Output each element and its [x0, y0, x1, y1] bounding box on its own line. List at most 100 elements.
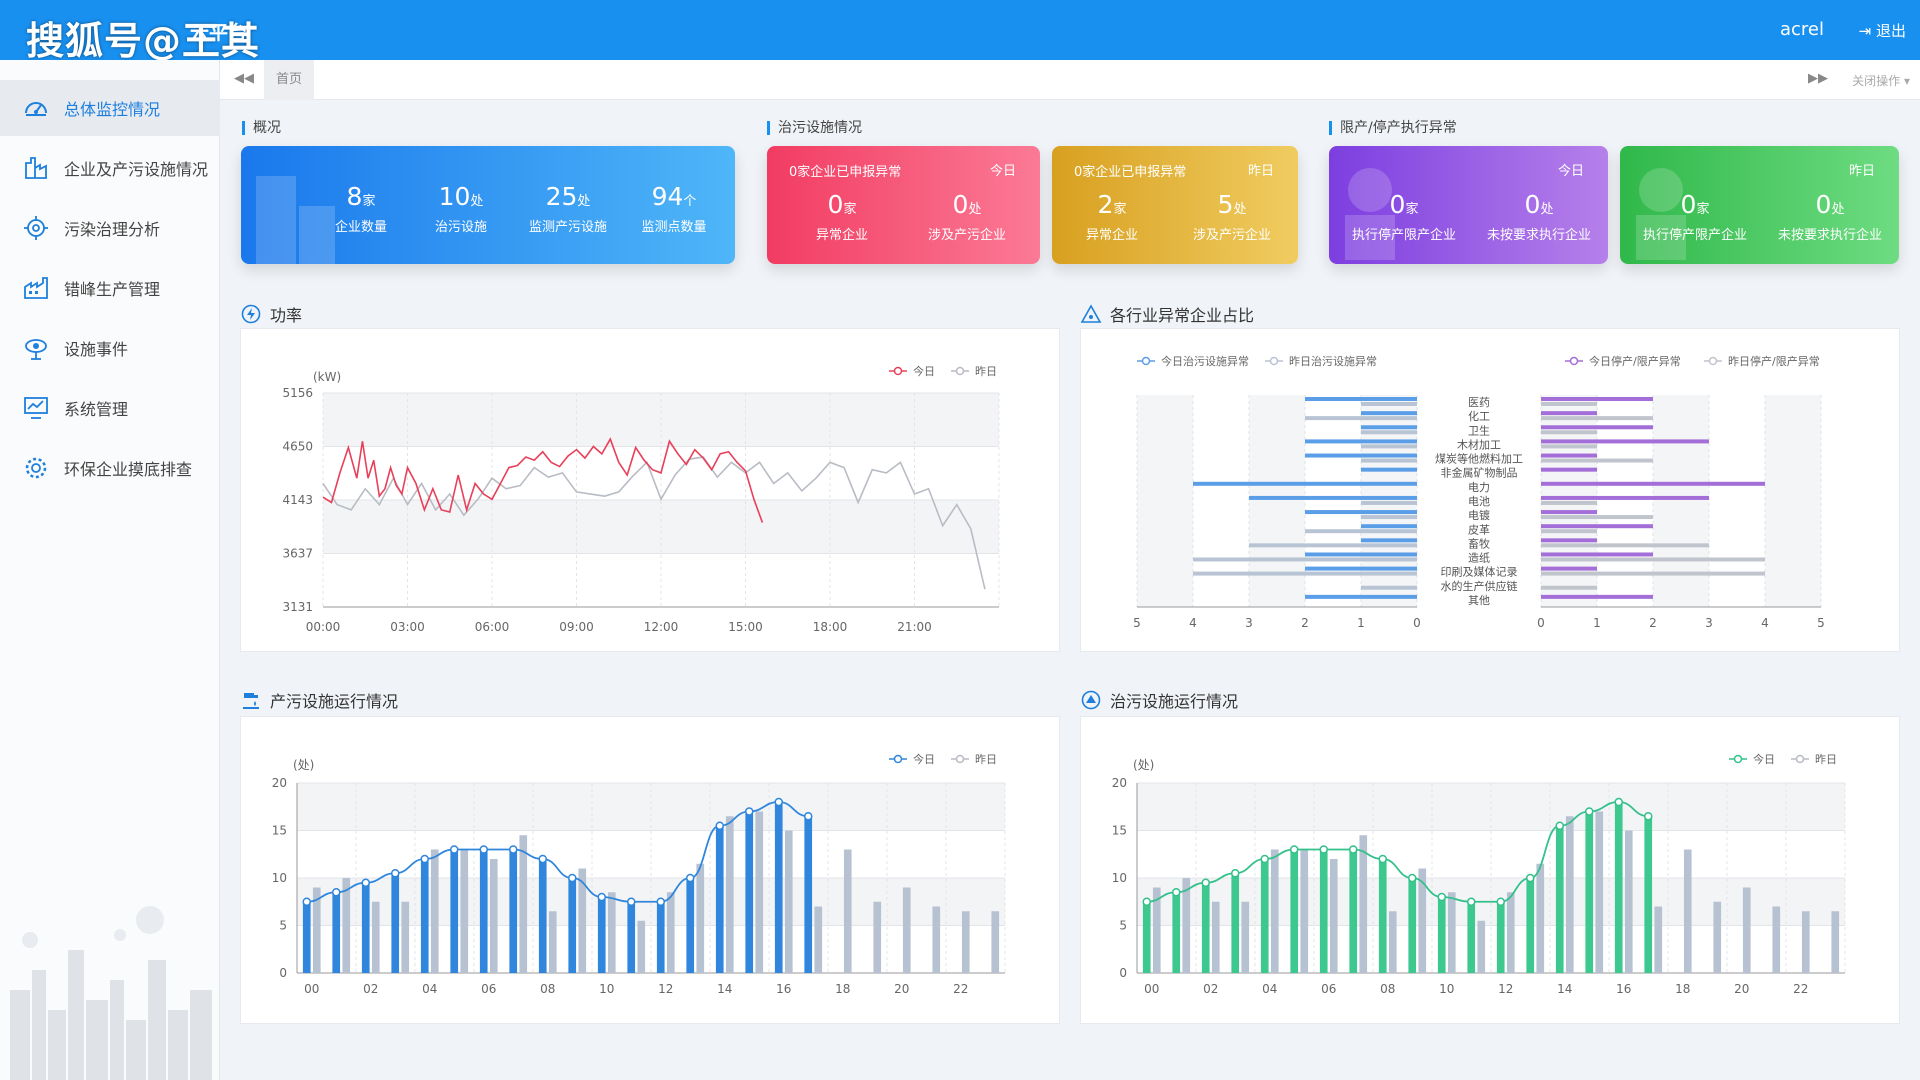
bar-yesterday	[401, 901, 410, 973]
bar	[1541, 538, 1597, 543]
stat-treatment-facilities: 10处 治污设施	[411, 182, 511, 235]
tab-home[interactable]: 首页	[264, 60, 315, 100]
restrict-today-card[interactable]: 今日 0家 执行停产限产企业 0处 未按要求执行企业	[1329, 146, 1608, 264]
trend-point	[1555, 821, 1564, 830]
bar-today	[538, 859, 547, 973]
treatment-yesterday-card[interactable]: 0家企业已申报异常 昨日 2家 异常企业 5处 涉及产污企业	[1052, 146, 1298, 264]
bar	[1541, 510, 1597, 515]
stat-caption: 监测点数量	[641, 220, 707, 235]
card-date: 昨日	[1247, 164, 1274, 179]
bar-today	[1644, 816, 1653, 973]
y-tick-label: 20	[1112, 776, 1127, 790]
stat-unit: 家	[843, 202, 857, 217]
stat-unit: 处	[1233, 202, 1247, 217]
sidebar-item-pollution[interactable]: 污染治理分析	[0, 200, 220, 256]
user-name[interactable]: acrel	[1779, 19, 1824, 40]
bar-today	[1555, 825, 1564, 973]
bar-yesterday	[1152, 887, 1161, 973]
bar-today	[302, 901, 311, 973]
bar-today	[420, 859, 429, 973]
sidebar-item-system[interactable]: 系统管理	[0, 380, 220, 436]
x-tick-label: 09:00	[559, 620, 594, 634]
bar-today	[391, 873, 400, 973]
y-tick-label: 4650	[282, 440, 313, 454]
stat-unit: 处	[1831, 202, 1845, 217]
dashboard-icon	[22, 94, 50, 122]
forward-icon[interactable]: ▶▶	[1808, 71, 1828, 86]
sidebar-item-events[interactable]: 设施事件	[0, 320, 220, 376]
section-restrict-label: 限产/停产执行异常	[1329, 121, 1457, 135]
x-tick-label: 04	[422, 982, 437, 996]
trend-point	[331, 888, 341, 897]
bar-yesterday	[814, 906, 823, 973]
x-tick-label: 06	[481, 982, 496, 996]
bar-yesterday	[637, 920, 646, 973]
bar-yesterday	[312, 887, 321, 973]
logout-button[interactable]: ⇥ 退出	[1859, 20, 1906, 41]
y-tick-label: 20	[272, 776, 287, 790]
panel-title-text: 治污设施运行情况	[1110, 692, 1239, 711]
bar	[1361, 458, 1417, 463]
legend-label: 今日	[913, 752, 935, 766]
bar	[1541, 515, 1653, 520]
x-tick-label: 08	[540, 982, 555, 996]
bar-today	[479, 849, 488, 973]
y-tick-label: 5	[279, 919, 287, 933]
monitor-chart-icon	[22, 394, 50, 422]
treatment-run-bar-chart: 20 15 10 5 0 (处) 00 02 04 06 08 10 12 14 16 18 20 22 今日 昨日	[1112, 752, 1846, 996]
sidebar-item-label: 污染治理分析	[64, 220, 161, 239]
industry-chart-title: 各行业异常企业占比	[1080, 302, 1254, 326]
stat-unit: 处	[577, 194, 591, 209]
close-operations-dropdown[interactable]: 关闭操作 ▾	[1852, 74, 1910, 88]
bar-yesterday	[430, 849, 439, 973]
restrict-yesterday-card[interactable]: 昨日 0家 执行停产限产企业 0处 未按要求执行企业	[1620, 146, 1899, 264]
backward-icon[interactable]: ◀◀	[234, 71, 254, 86]
bar	[1361, 425, 1417, 430]
bar-today	[509, 849, 518, 973]
trend-point	[1378, 854, 1387, 864]
x-tick-label: 3	[1705, 616, 1713, 630]
bar	[1305, 510, 1417, 515]
bar-yesterday	[1683, 849, 1692, 973]
stat-caption: 未按要求执行企业	[1486, 228, 1591, 243]
treatment-today-card[interactable]: 0家企业已申报异常 今日 0家 异常企业 0处 涉及产污企业	[767, 146, 1040, 264]
section-treatment-label: 治污设施情况	[767, 121, 862, 135]
close-operations-label: 关闭操作	[1852, 74, 1901, 88]
trend-point	[597, 892, 606, 902]
bar-today	[1585, 811, 1594, 973]
x-tick-label: 10	[1439, 982, 1454, 996]
sidebar-item-enterprise[interactable]: 企业及产污设施情况	[0, 140, 220, 196]
bar-today	[597, 897, 606, 973]
panel-title-text: 功率	[270, 306, 303, 325]
y-tick-label: 10	[1112, 871, 1127, 885]
trend-point	[626, 897, 636, 906]
stat-caption: 企业数量	[334, 220, 387, 235]
sidebar-item-peak[interactable]: 错峰生产管理	[0, 260, 220, 316]
sidebar-item-overview[interactable]: 总体监控情况	[0, 80, 220, 136]
bar-yesterday	[666, 892, 675, 973]
trend-point	[390, 869, 400, 878]
y-axis-unit: (处)	[293, 758, 314, 772]
grid-band	[1765, 395, 1821, 607]
stat-monitor-points: 94个 监测点数量	[624, 182, 724, 235]
bar	[1361, 411, 1417, 416]
y-tick-label: 3131	[282, 600, 313, 614]
card-date: 昨日	[1848, 164, 1875, 179]
bar	[1305, 552, 1417, 557]
stat-value: 0	[1524, 190, 1541, 219]
water-tap-icon	[240, 689, 262, 711]
stat-unit: 处	[470, 194, 484, 209]
stat-value: 25	[545, 182, 578, 211]
sidebar-item-survey[interactable]: 环保企业摸底排查	[0, 440, 220, 496]
stat-caption: 监测产污设施	[528, 220, 607, 235]
stat-unit: 家	[1696, 202, 1710, 217]
x-tick-label: 12	[658, 982, 673, 996]
bar-today	[1437, 897, 1446, 973]
bar-yesterday	[1418, 868, 1427, 973]
x-tick-label: 0	[1537, 616, 1545, 630]
bar-yesterday	[784, 830, 793, 973]
bar-today	[1290, 849, 1299, 973]
production-chart-title: 产污设施运行情况	[240, 688, 398, 712]
trend-point	[803, 812, 813, 821]
legend-label: 昨日	[975, 365, 997, 378]
